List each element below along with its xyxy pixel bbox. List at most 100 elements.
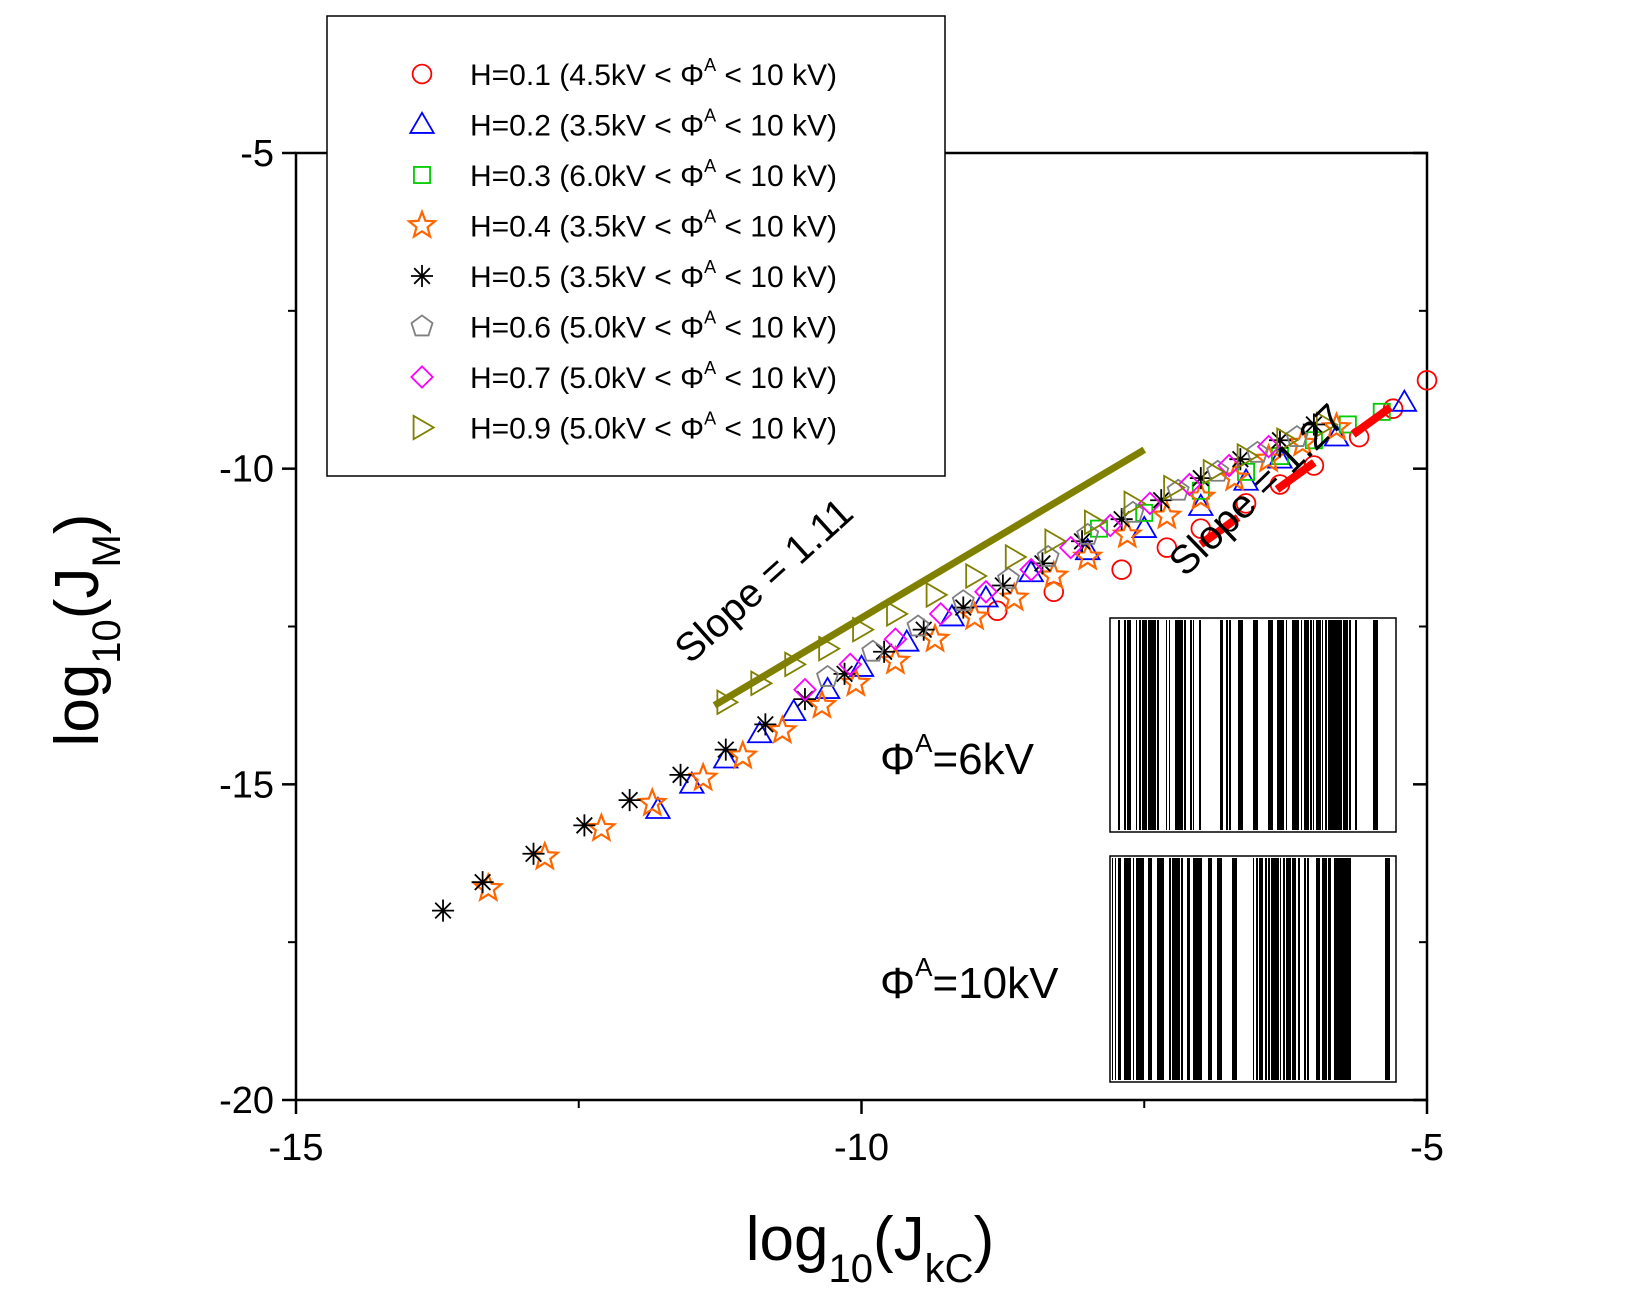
data-point [1187, 493, 1215, 516]
barcode-stripe [1226, 620, 1228, 830]
barcode-stripe [1229, 620, 1231, 830]
barcode-stripe [1385, 858, 1389, 1080]
barcode-stripe [1283, 620, 1284, 830]
data-point [472, 871, 505, 903]
barcode-stripe [1148, 620, 1153, 830]
barcode-stripe [1142, 620, 1146, 830]
barcode-stripe [1277, 620, 1281, 830]
data-point [952, 596, 975, 619]
barcode-stripe [1346, 620, 1347, 830]
data-point [471, 871, 494, 894]
barcode-stripe [1196, 858, 1199, 1080]
data-point [925, 581, 949, 609]
barcode-stripe [1118, 620, 1120, 830]
data-point [998, 581, 1031, 612]
data-point [848, 654, 875, 677]
barcode-stripe [1307, 620, 1309, 830]
barcode-stripe [1337, 620, 1340, 830]
legend-item: H=0.9 (5.0kV < ΦA < 10 kV) [412, 409, 837, 446]
data-point [906, 614, 930, 637]
data-point [893, 628, 921, 652]
barcode-stripe [1139, 620, 1141, 830]
inset-barcode-10kv [1109, 855, 1397, 1083]
data-point [1084, 509, 1107, 536]
barcode-stripe [1373, 620, 1378, 830]
barcode-stripe [1301, 620, 1302, 830]
barcode-stripe [1328, 858, 1331, 1080]
data-point [1177, 472, 1202, 497]
legend-label: H=0.9 (5.0kV < ΦA < 10 kV) [470, 409, 837, 446]
data-point [1320, 410, 1353, 442]
barcode-stripe [1133, 858, 1134, 1080]
barcode-stripe [1193, 620, 1194, 830]
x-axis-title: log10(JkC) [746, 1205, 994, 1291]
barcode-stripe [1283, 858, 1285, 1080]
barcode-stripe [1169, 858, 1171, 1080]
data-point [839, 666, 872, 697]
barcode-stripe [1316, 858, 1320, 1080]
data-point [1071, 540, 1104, 571]
data-point [1206, 459, 1230, 482]
legend-marker [411, 63, 433, 85]
fit-lines [712, 402, 1396, 709]
barcode-stripe [1271, 858, 1276, 1080]
data-point [1235, 493, 1257, 514]
data-point [1285, 424, 1309, 447]
barcode-stripe [1322, 858, 1327, 1080]
legend: H=0.1 (4.5kV < ΦA < 10 kV) H=0.2 (3.5kV <… [326, 15, 946, 477]
legend-marker [410, 365, 434, 389]
barcode-stripe [1184, 620, 1186, 830]
data-point [726, 739, 759, 770]
barcode-stripe [1331, 620, 1335, 830]
fit-line-1 [712, 446, 1147, 709]
barcode-stripe [1157, 858, 1162, 1080]
data-point [883, 627, 908, 652]
barcode-stripe [1280, 858, 1281, 1080]
barcode-stripe [1151, 620, 1156, 830]
legend-item: H=0.4 (3.5kV < ΦA < 10 kV) [406, 207, 837, 244]
legend-label: H=0.2 (3.5kV < ΦA < 10 kV) [470, 106, 837, 143]
barcode-stripe [1274, 858, 1278, 1080]
data-point [996, 566, 1021, 589]
data-point [1266, 445, 1294, 469]
inset-barcode-bars [1118, 620, 1378, 830]
legend-marker [408, 111, 436, 134]
barcode-stripe [1268, 858, 1270, 1080]
barcode-stripe [1124, 620, 1126, 830]
data-point [1252, 442, 1285, 473]
data-point [1338, 415, 1357, 434]
barcode-stripe [1127, 858, 1131, 1080]
barcode-stripe [1127, 620, 1131, 830]
data-point [522, 842, 545, 865]
data-point [669, 763, 692, 786]
legend-marker [410, 314, 434, 337]
barcode-stripe [1253, 620, 1258, 830]
data-point [573, 814, 596, 837]
barcode-stripe [1340, 620, 1342, 830]
barcode-stripe [1220, 858, 1221, 1080]
legend-item: H=0.6 (5.0kV < ΦA < 10 kV) [410, 308, 837, 345]
barcode-stripe [1217, 858, 1222, 1080]
barcode-stripe [1208, 858, 1212, 1080]
inset-label-6kv: ΦA=6kV [880, 728, 1035, 784]
data-point [1315, 411, 1339, 438]
barcode-stripe [1286, 620, 1287, 830]
barcode-stripe [1118, 858, 1121, 1080]
fit-line-2 [1198, 402, 1396, 548]
inset-barcode-bars [1112, 858, 1390, 1080]
data-point [1123, 490, 1147, 517]
legend-label: H=0.3 (6.0kV < ΦA < 10 kV) [470, 156, 837, 193]
data-point [1166, 478, 1190, 501]
barcode-stripe [1130, 620, 1131, 830]
legend-marker [406, 208, 438, 240]
data-point [886, 600, 909, 628]
barcode-stripe [1115, 858, 1116, 1080]
data-point [958, 600, 991, 631]
data-point [1076, 522, 1100, 545]
data-point [991, 574, 1014, 597]
data-point [1156, 537, 1178, 558]
barcode-stripe [1139, 858, 1144, 1080]
barcode-stripe [1334, 620, 1339, 830]
barcode-stripe [1187, 858, 1190, 1080]
